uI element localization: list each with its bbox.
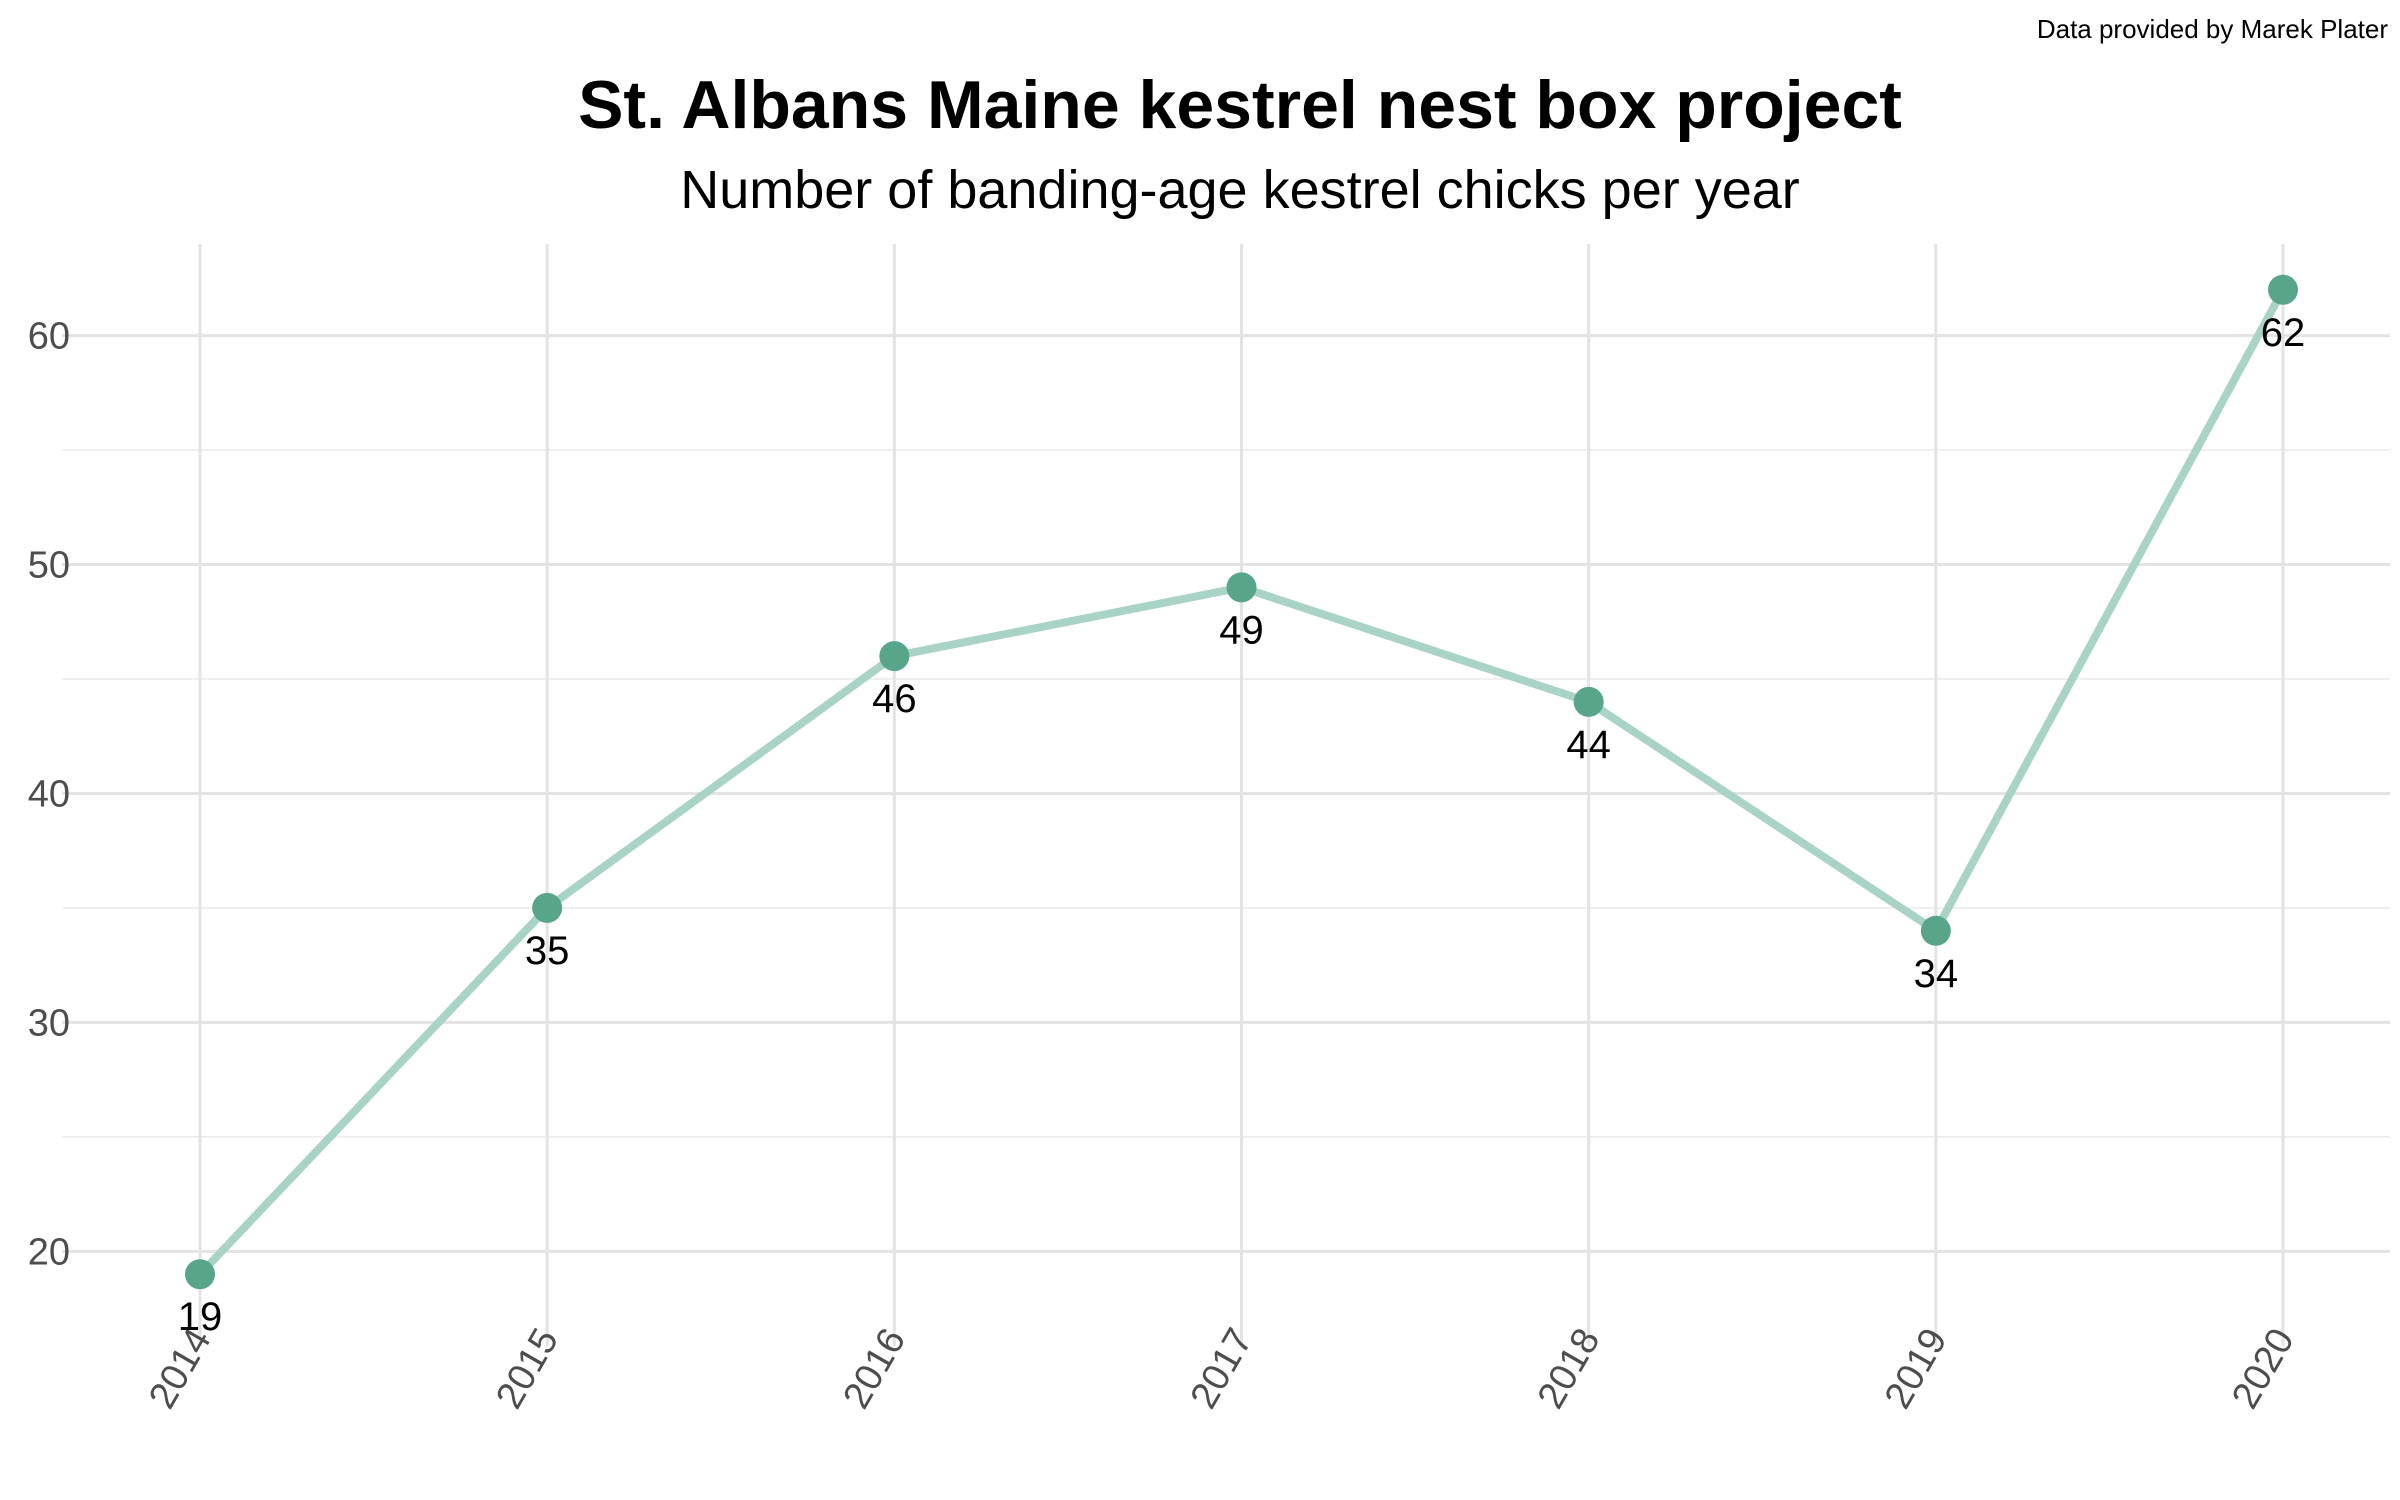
data-point (185, 1259, 215, 1290)
data-label: 19 (178, 1295, 223, 1339)
data-point (1573, 686, 1604, 717)
x-tick-label: 2017 (1183, 1322, 1262, 1416)
y-tick-label: 20 (28, 1231, 70, 1273)
y-tick-label: 50 (28, 545, 70, 587)
chart-title: St. Albans Maine kestrel nest box projec… (578, 67, 1902, 143)
chart-caption: Data provided by Marek Plater (2037, 14, 2389, 44)
y-tick-label: 40 (28, 773, 70, 815)
minor-gridlines (62, 449, 2390, 1138)
data-point (2268, 274, 2298, 305)
x-axis-ticks: 2014 2015 2016 2017 2018 2019 2020 (141, 1322, 2303, 1416)
x-tick-label: 2019 (1877, 1322, 1956, 1416)
chart-subtitle: Number of banding-age kestrel chicks per… (680, 160, 1800, 220)
data-labels: 19 35 46 49 44 34 62 (178, 311, 2306, 1339)
data-point (1226, 572, 1257, 603)
data-label: 44 (1566, 723, 1611, 767)
data-point (532, 892, 563, 923)
data-label: 62 (2261, 311, 2306, 355)
x-tick-label: 2020 (2224, 1322, 2303, 1416)
y-tick-label: 60 (28, 316, 70, 358)
x-tick-label: 2015 (488, 1322, 567, 1416)
data-point (1920, 915, 1951, 946)
major-gridlines (62, 244, 2390, 1346)
x-tick-label: 2016 (835, 1322, 914, 1416)
data-label: 35 (525, 929, 570, 973)
y-axis-ticks: 20 30 40 50 60 (28, 316, 70, 1274)
data-label: 46 (872, 677, 917, 721)
y-tick-label: 30 (28, 1002, 70, 1044)
data-label: 49 (1219, 608, 1264, 652)
x-tick-label: 2018 (1530, 1322, 1609, 1416)
data-label: 34 (1914, 952, 1959, 996)
data-point (879, 641, 910, 672)
data-points (185, 274, 2298, 1290)
